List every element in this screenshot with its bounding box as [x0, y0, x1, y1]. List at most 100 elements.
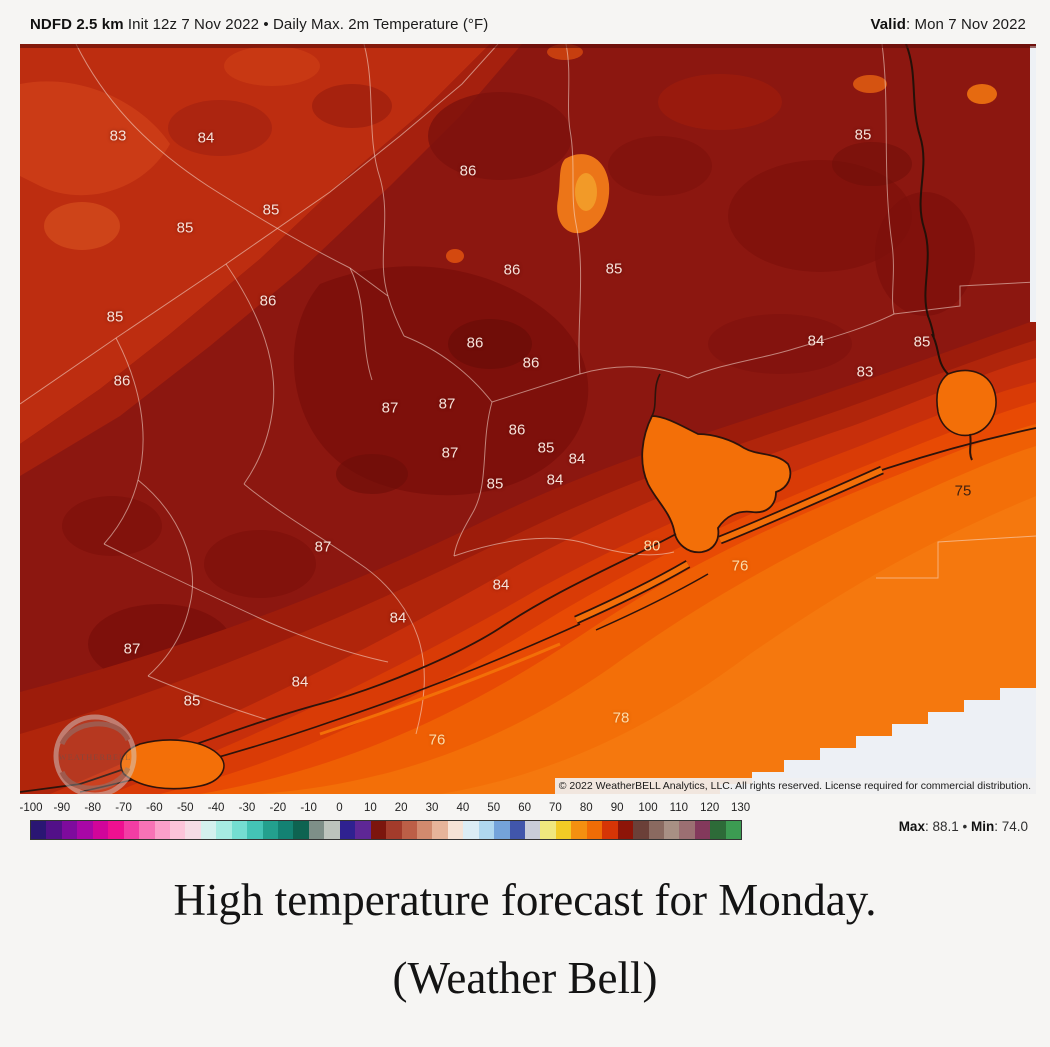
temp-label: 75 — [954, 482, 972, 500]
colorbar-segment — [200, 821, 217, 839]
temp-label: 85 — [605, 260, 623, 278]
colorbar-segment — [169, 821, 186, 839]
temp-label: 85 — [913, 333, 931, 351]
legend-tick-label: 130 — [730, 802, 751, 814]
max-label: Max — [898, 819, 925, 834]
temp-label: 80 — [643, 537, 661, 555]
temp-label: 83 — [109, 127, 127, 145]
colorbar-segment — [617, 821, 634, 839]
coastline — [20, 44, 1036, 793]
temp-label: 86 — [503, 261, 521, 279]
colorbar-segment — [339, 821, 356, 839]
county-borders — [20, 44, 1036, 735]
legend-tick-label: -40 — [207, 802, 225, 814]
copyright-notice: © 2022 WeatherBELL Analytics, LLC. All r… — [554, 778, 1036, 794]
legend-tick-label: 70 — [549, 802, 562, 814]
init-time: Init 12z 7 Nov 2022 — [123, 16, 260, 33]
max-min-readout: Max: 88.1 • Min: 74.0 — [899, 819, 1028, 834]
legend-tick-label: -20 — [269, 802, 287, 814]
legend-tick-label: -90 — [53, 802, 71, 814]
colorbar-segment — [648, 821, 664, 839]
model-name: NDFD 2.5 km — [30, 16, 124, 33]
colorbar-segment — [432, 821, 448, 839]
colorbar-segment — [92, 821, 109, 839]
legend-tick-label: 0 — [336, 802, 343, 814]
colorbar-segment — [401, 821, 417, 839]
temp-label: 85 — [262, 201, 280, 219]
valid-time: Valid: Mon 7 Nov 2022 — [870, 16, 1026, 33]
temp-label: 87 — [441, 444, 459, 462]
colorbar-segment — [324, 821, 340, 839]
colorbar-segment — [77, 821, 93, 839]
colorbar-segment — [509, 821, 525, 839]
temperature-map: WEATHERBELL 83 84 85 85 86 85 85 86 86 85 86 86 86 84… — [20, 44, 1036, 794]
colorbar-segment — [247, 821, 263, 839]
temp-label: 86 — [113, 372, 131, 390]
colorbar-segment — [725, 821, 742, 839]
colorbar-segment — [61, 821, 78, 839]
colorbar-segment — [31, 821, 47, 839]
temp-label: 86 — [459, 162, 477, 180]
colorbar-segment — [525, 821, 541, 839]
colorbar-segment — [154, 821, 170, 839]
colorbar-segment — [447, 821, 464, 839]
temp-label: 85 — [854, 126, 872, 144]
legend-tick-label: 50 — [487, 802, 501, 814]
colorbar-segment — [293, 821, 309, 839]
legend-tick-label: 20 — [394, 802, 408, 814]
colorbar-segment — [308, 821, 325, 839]
legend-tick-label: -100 — [19, 802, 43, 814]
temp-label: 76 — [428, 731, 446, 749]
legend-tick-label: 90 — [610, 802, 624, 814]
temp-label: 86 — [508, 421, 526, 439]
legend-tick-label: 10 — [363, 802, 377, 814]
legend-tick-label: -50 — [176, 802, 194, 814]
legend-tick-label: 120 — [700, 802, 720, 814]
temp-label: 85 — [486, 475, 504, 493]
image-caption: High temperature forecast for Monday. (W… — [0, 872, 1050, 1007]
temp-label: 87 — [381, 399, 399, 417]
colorbar-segment — [46, 821, 62, 839]
colorbar-segment — [494, 821, 510, 839]
colorbar-segment — [694, 821, 711, 839]
temp-label: 85 — [176, 219, 194, 237]
legend-tick-label: 110 — [669, 802, 689, 814]
no-data-region — [720, 688, 1036, 794]
temp-label: 84 — [807, 332, 825, 350]
legend-tick-label: -70 — [115, 802, 132, 814]
legend-tick-label: -10 — [300, 802, 317, 814]
legend-colorbar — [30, 820, 742, 840]
product-name: Daily Max. 2m Temperature (°F) — [272, 16, 489, 33]
colorbar-segment — [555, 821, 572, 839]
caption-line-1: High temperature forecast for Monday. — [173, 875, 877, 925]
temp-label: 85 — [537, 439, 555, 457]
maxmin-separator: • — [958, 819, 971, 834]
colorbar-segment — [663, 821, 680, 839]
colorbar-segment — [463, 821, 479, 839]
colorbar-segment — [262, 821, 278, 839]
colorbar-segment — [571, 821, 587, 839]
map-art: WEATHERBELL — [20, 44, 1036, 794]
colorbar-segment — [710, 821, 726, 839]
temp-label: 85 — [183, 692, 201, 710]
temp-label: 83 — [856, 363, 874, 381]
colorbar-segment — [278, 821, 294, 839]
colorbar-segment — [386, 821, 402, 839]
colorbar-segment — [540, 821, 556, 839]
colorbar-segment — [231, 821, 248, 839]
colorbar-segment — [108, 821, 124, 839]
max-value: : 88.1 — [924, 819, 959, 834]
temp-label: 86 — [466, 334, 484, 352]
valid-label: Valid — [870, 16, 906, 33]
colorbar-segment — [370, 821, 387, 839]
temp-label: 85 — [106, 308, 124, 326]
colorbar-segment — [123, 821, 140, 839]
temp-label: 87 — [438, 395, 456, 413]
temp-label: 84 — [568, 450, 586, 468]
temp-label: 84 — [291, 673, 309, 691]
colorbar-segment — [602, 821, 618, 839]
legend-tick-label: -80 — [84, 802, 101, 814]
weatherbell-watermark-logo: WEATHERBELL — [53, 714, 137, 794]
min-value: : 74.0 — [994, 819, 1028, 834]
